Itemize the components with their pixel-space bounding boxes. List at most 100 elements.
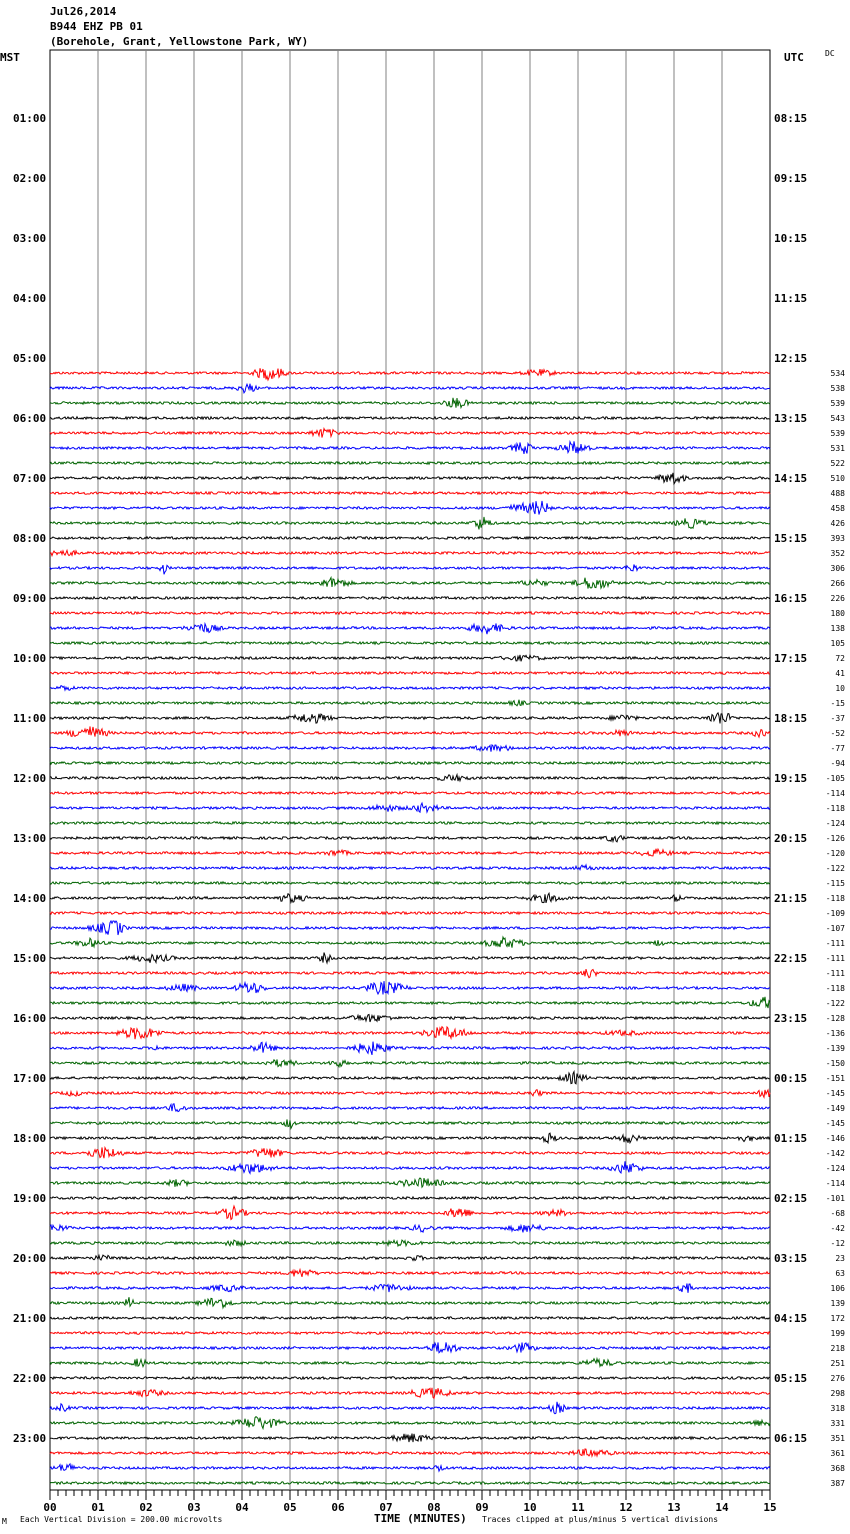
mst-hour-label: 07:00 (13, 472, 46, 485)
seismic-trace (49, 743, 771, 753)
utc-hour-label: 05:15 (774, 1372, 807, 1385)
mst-hour-label: 23:00 (13, 1432, 46, 1445)
trace-dc-offset-label: 458 (831, 504, 846, 513)
trace-dc-offset-label: 105 (831, 639, 846, 648)
utc-hour-label: 03:15 (774, 1252, 807, 1265)
seismic-trace (49, 1041, 771, 1056)
x-tick-label: 03 (187, 1501, 200, 1514)
seismic-trace (49, 699, 771, 707)
mst-hour-label: 01:00 (13, 112, 46, 125)
utc-hour-label: 04:15 (774, 1312, 807, 1325)
trace-dc-offset-label: -151 (826, 1074, 845, 1083)
trace-dc-offset-label: 218 (831, 1344, 846, 1353)
trace-dc-offset-label: -12 (831, 1239, 846, 1248)
trace-dc-offset-label: 180 (831, 609, 846, 618)
trace-dc-offset-label: 351 (831, 1434, 846, 1443)
trace-dc-offset-label: 298 (831, 1389, 846, 1398)
trace-dc-offset-label: -145 (826, 1089, 845, 1098)
trace-dc-offset-label: -111 (826, 939, 845, 948)
trace-dc-offset-label: 393 (831, 534, 846, 543)
seismic-trace (49, 621, 771, 635)
trace-dc-offset-label: 41 (835, 669, 845, 678)
trace-dc-offset-label: -114 (826, 1179, 845, 1188)
trace-dc-offset-label: 266 (831, 579, 846, 588)
trace-dc-offset-label: -37 (831, 714, 846, 723)
seismic-trace (49, 415, 771, 421)
seismic-trace (49, 1161, 771, 1175)
mst-hour-label: 11:00 (13, 712, 46, 725)
trace-dc-offset-label: 199 (831, 1329, 846, 1338)
trace-dc-offset-label: -122 (826, 999, 845, 1008)
trace-dc-offset-label: 522 (831, 459, 846, 468)
seismic-trace (49, 834, 771, 844)
trace-dc-offset-label: -105 (826, 774, 845, 783)
trace-dc-offset-label: -150 (826, 1059, 845, 1068)
trace-dc-offset-label: -118 (826, 804, 845, 813)
seismic-trace (49, 564, 771, 575)
seismic-trace (49, 1177, 771, 1189)
trace-dc-offset-label: 318 (831, 1404, 846, 1413)
x-tick-label: 08 (427, 1501, 440, 1514)
utc-hour-label: 06:15 (774, 1432, 807, 1445)
seismic-trace (49, 1448, 771, 1459)
trace-dc-offset-label: -94 (831, 759, 846, 768)
utc-hour-label: 02:15 (774, 1192, 807, 1205)
trace-dc-offset-label: -124 (826, 819, 845, 828)
trace-dc-offset-label: 106 (831, 1284, 846, 1293)
trace-dc-offset-label: 534 (831, 369, 846, 378)
trace-dc-offset-label: 331 (831, 1419, 846, 1428)
mst-hour-label: 05:00 (13, 352, 46, 365)
trace-dc-offset-label: -68 (831, 1209, 846, 1218)
seismic-trace (49, 439, 771, 455)
utc-hour-label: 01:15 (774, 1132, 807, 1145)
trace-dc-offset-label: -115 (826, 879, 845, 888)
x-tick-label: 00 (43, 1501, 56, 1514)
trace-dc-offset-label: 538 (831, 384, 846, 393)
utc-hour-label: 21:15 (774, 892, 807, 905)
seismic-trace (49, 640, 771, 646)
utc-hour-label: 09:15 (774, 172, 807, 185)
seismic-trace (49, 472, 771, 486)
scale-note: Each Vertical Division = 200.00 microvol… (20, 1515, 222, 1524)
utc-axis-title: UTC (784, 51, 804, 64)
seismic-trace (49, 980, 771, 996)
seismic-trace (49, 891, 771, 905)
seismic-trace (49, 1238, 771, 1248)
x-tick-label: 12 (619, 1501, 632, 1514)
seismic-trace (49, 910, 770, 916)
x-tick-label: 13 (667, 1501, 680, 1514)
utc-hour-label: 15:15 (774, 532, 807, 545)
seismic-trace (50, 1013, 771, 1023)
trace-dc-offset-label: -126 (826, 834, 845, 843)
location-label: (Borehole, Grant, Yellowstone Park, WY) (50, 35, 309, 48)
seismic-trace (49, 1088, 771, 1100)
utc-hour-label: 20:15 (774, 832, 807, 845)
trace-dc-offset-label: -111 (826, 954, 845, 963)
seismic-trace (49, 653, 771, 662)
utc-hour-label: 13:15 (774, 412, 807, 425)
trace-dc-offset-label: 23 (835, 1254, 845, 1263)
trace-dc-offset-label: 531 (831, 444, 846, 453)
mst-hour-label: 08:00 (13, 532, 46, 545)
seismic-trace (49, 610, 771, 616)
x-tick-label: 05 (283, 1501, 296, 1514)
mst-hour-label: 15:00 (13, 952, 46, 965)
trace-dc-offset-label: -77 (831, 744, 846, 753)
seismic-trace (50, 1433, 770, 1443)
seismic-trace (49, 1401, 771, 1415)
trace-dc-offset-label: 361 (831, 1449, 846, 1458)
x-tick-label: 14 (715, 1501, 729, 1514)
seismic-trace (49, 1223, 771, 1234)
seismic-trace (49, 968, 771, 979)
seismic-trace (50, 548, 771, 558)
trace-dc-offset-label: -114 (826, 789, 845, 798)
mst-hour-label: 04:00 (13, 292, 46, 305)
trace-dc-offset-label: 276 (831, 1374, 846, 1383)
seismic-trace (49, 996, 771, 1009)
x-tick-label: 06 (331, 1501, 345, 1514)
utc-hour-label: 22:15 (774, 952, 807, 965)
seismic-trace (49, 382, 771, 394)
trace-dc-offset-label: -109 (826, 909, 845, 918)
seismic-trace (49, 1375, 771, 1381)
